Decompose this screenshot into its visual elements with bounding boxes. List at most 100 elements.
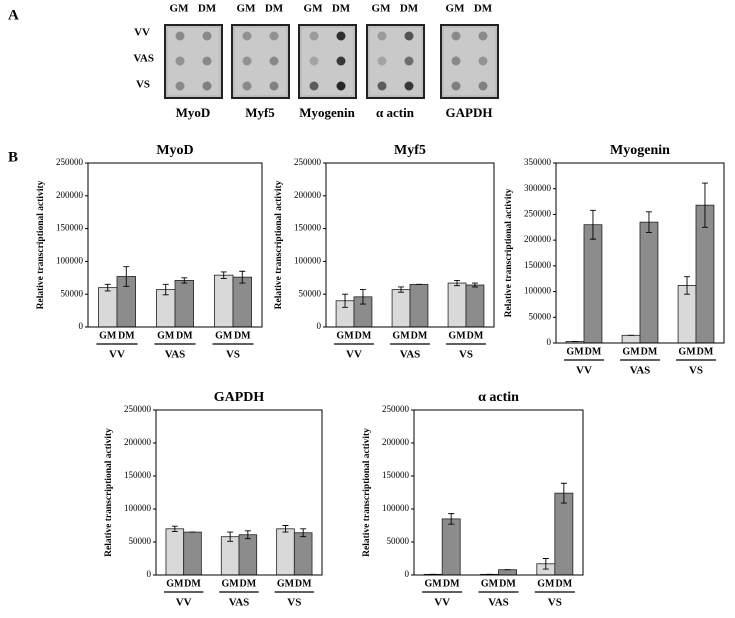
bar <box>98 287 118 328</box>
bar <box>441 518 461 576</box>
error-bar <box>448 513 455 525</box>
blot-dot <box>377 81 387 91</box>
series-label: DM <box>355 330 372 341</box>
x-tick-label: VAS <box>229 597 250 609</box>
x-tick-label: VS <box>226 349 240 361</box>
x-tick-label: VS <box>287 597 301 609</box>
error-bar <box>181 277 188 284</box>
series-label: GM <box>392 330 410 341</box>
blot-label: MyoD <box>176 105 211 120</box>
blot-dot <box>404 56 414 66</box>
plot-frame <box>555 162 725 344</box>
column-label: DM <box>474 3 493 15</box>
blot-dot <box>451 81 461 91</box>
y-tick-label: 0 <box>147 569 152 579</box>
y-tick-label: 150000 <box>56 223 84 233</box>
blot-dot <box>242 81 252 91</box>
y-tick-label: 200000 <box>56 190 84 200</box>
blot-label: GAPDH <box>446 105 493 120</box>
blot-dot <box>451 56 461 66</box>
series-label: GM <box>622 346 640 357</box>
error-bar <box>227 531 234 542</box>
series-label: GM <box>215 330 233 341</box>
error-bar <box>171 525 178 532</box>
bar <box>238 534 258 576</box>
error-bar <box>454 279 461 287</box>
blot-dot <box>175 81 185 91</box>
blot-dot <box>202 81 212 91</box>
column-label: GM <box>304 3 324 15</box>
chart-title: Myf5 <box>394 143 426 158</box>
series-label: GM <box>678 346 696 357</box>
series-label: DM <box>697 346 714 357</box>
bar <box>220 536 240 576</box>
y-tick-label: 50000 <box>529 311 552 321</box>
y-axis-label: Relative transcriptional activity <box>362 428 372 557</box>
y-tick-label: 350000 <box>524 157 552 167</box>
x-tick-label: VV <box>346 349 362 361</box>
blot-dot <box>451 31 461 41</box>
y-axis-label: Relative transcriptional activity <box>504 188 514 317</box>
row-label: VAS <box>133 53 154 65</box>
error-bar <box>104 283 111 292</box>
plot-frame <box>87 162 263 328</box>
bar <box>183 531 202 576</box>
blot-dot <box>175 31 185 41</box>
series-label: GM <box>336 330 354 341</box>
blot-dot <box>269 31 279 41</box>
column-label: GM <box>170 3 190 15</box>
error-bar <box>589 209 596 240</box>
column-label: GM <box>237 3 257 15</box>
y-tick-label: 0 <box>547 337 552 347</box>
error-bar <box>300 528 307 538</box>
error-bar <box>645 211 652 233</box>
error-bar <box>342 293 349 308</box>
column-label: DM <box>400 3 419 15</box>
blot-dot <box>377 31 387 41</box>
y-tick-label: 0 <box>405 569 410 579</box>
series-label: DM <box>295 578 312 589</box>
y-tick-label: 100000 <box>56 255 84 265</box>
series-label: GM <box>448 330 466 341</box>
chart-title: MyoD <box>156 143 193 158</box>
blot-dot <box>478 31 488 41</box>
x-tick-label: VS <box>689 365 703 377</box>
bar <box>465 284 485 328</box>
chart-title: α actin <box>478 390 519 405</box>
panel-label: B <box>8 149 18 165</box>
y-tick-label: 50000 <box>129 536 152 546</box>
plot-frame <box>155 409 323 576</box>
blot-dot <box>175 56 185 66</box>
series-label: DM <box>467 330 484 341</box>
row-label: VS <box>136 79 150 91</box>
y-tick-label: 150000 <box>294 223 322 233</box>
series-label: DM <box>411 330 428 341</box>
column-label: DM <box>265 3 284 15</box>
blot-dot <box>336 81 346 91</box>
x-tick-label: VAS <box>488 597 509 609</box>
y-tick-label: 50000 <box>61 288 84 298</box>
bar <box>498 569 517 576</box>
bar <box>293 532 313 576</box>
bar <box>583 224 603 344</box>
blot-dot <box>202 56 212 66</box>
x-tick-label: VS <box>548 597 562 609</box>
blot-dot <box>309 56 319 66</box>
error-bar <box>123 266 130 287</box>
blot-dot <box>309 81 319 91</box>
series-label: GM <box>166 578 184 589</box>
bar <box>639 221 659 344</box>
blot-label: α actin <box>376 105 415 120</box>
bar <box>214 274 234 328</box>
y-tick-label: 150000 <box>382 470 410 480</box>
series-label: DM <box>641 346 658 357</box>
error-bar <box>560 482 567 504</box>
error-bar <box>701 182 708 228</box>
series-label: GM <box>222 578 240 589</box>
error-bar <box>162 283 169 296</box>
blot-dot <box>377 56 387 66</box>
series-label: DM <box>499 578 516 589</box>
series-label: GM <box>537 578 555 589</box>
blot-dot <box>478 56 488 66</box>
bar <box>554 492 574 576</box>
